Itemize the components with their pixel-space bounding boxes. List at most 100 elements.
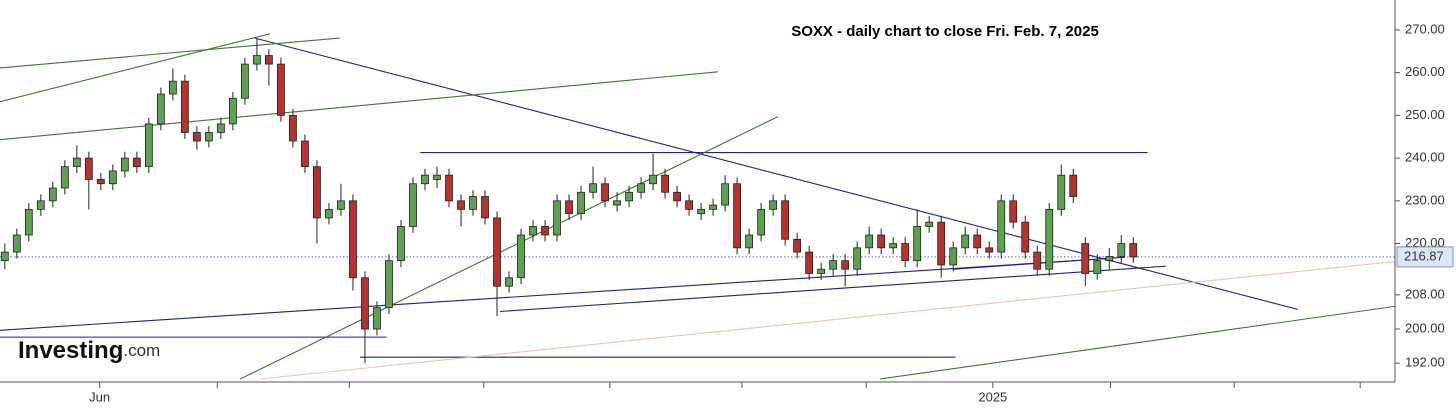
candle-body bbox=[1081, 243, 1090, 274]
trendline bbox=[254, 37, 1298, 310]
candle-body bbox=[96, 179, 105, 185]
candle-body bbox=[12, 234, 21, 253]
candle-body bbox=[961, 234, 970, 249]
trendline bbox=[259, 260, 1395, 380]
candle-body bbox=[1105, 255, 1114, 262]
trendline bbox=[0, 37, 340, 69]
candle-body bbox=[229, 97, 237, 125]
candle-body bbox=[156, 93, 165, 125]
candle-body bbox=[253, 55, 261, 65]
candle-body bbox=[637, 183, 645, 193]
candle-body bbox=[553, 200, 561, 236]
candle-body bbox=[108, 170, 117, 185]
logo-main: Investing bbox=[18, 337, 123, 364]
last-price-box bbox=[1396, 246, 1454, 268]
y-tick-label: 240.00 bbox=[1405, 150, 1445, 165]
candle-body bbox=[144, 123, 153, 168]
candle-body bbox=[721, 183, 730, 206]
candle-body bbox=[289, 114, 297, 142]
candle-body bbox=[685, 200, 693, 210]
trendline bbox=[499, 265, 1166, 313]
trendline bbox=[0, 71, 718, 141]
candle-body bbox=[733, 183, 742, 249]
candle-body bbox=[949, 247, 958, 266]
candle-body bbox=[180, 80, 189, 133]
candle-body bbox=[0, 251, 9, 262]
candle-body bbox=[216, 123, 225, 133]
candle-body bbox=[1093, 260, 1102, 274]
candle-body bbox=[397, 226, 405, 262]
candle-body bbox=[697, 208, 706, 215]
candle-body bbox=[301, 140, 309, 168]
candle-body bbox=[649, 174, 657, 185]
y-tick-label: 208.00 bbox=[1405, 286, 1445, 301]
last-price-label: 216.87 bbox=[1404, 248, 1444, 263]
candle-body bbox=[445, 174, 453, 202]
candle-body bbox=[817, 268, 826, 274]
candle-body bbox=[481, 196, 489, 219]
candle-body bbox=[48, 187, 57, 202]
candle-body bbox=[241, 63, 249, 99]
candle-body bbox=[361, 277, 369, 330]
chart-title: SOXX - daily chart to close Fri. Feb. 7,… bbox=[791, 23, 1099, 40]
candle-body bbox=[469, 196, 477, 210]
y-tick-label: 250.00 bbox=[1405, 107, 1445, 122]
y-tick-label: 260.00 bbox=[1405, 64, 1445, 79]
trendline bbox=[0, 258, 1095, 331]
x-tick-label: Jun bbox=[89, 389, 110, 404]
y-tick-label: 192.00 bbox=[1405, 355, 1445, 370]
candle-body bbox=[973, 234, 982, 249]
candle-body bbox=[661, 174, 669, 193]
candle-body bbox=[913, 226, 922, 262]
y-tick-label: 230.00 bbox=[1405, 192, 1445, 207]
candle-body bbox=[24, 208, 33, 236]
candle-body bbox=[72, 157, 81, 168]
candle-body bbox=[829, 260, 838, 270]
candle-body bbox=[1129, 243, 1138, 258]
candle-body bbox=[409, 183, 417, 227]
candle-body bbox=[313, 166, 321, 219]
candle-body bbox=[937, 221, 946, 266]
trendline bbox=[0, 33, 271, 103]
candle-body bbox=[517, 234, 525, 279]
candle-body bbox=[901, 243, 910, 262]
candle-body bbox=[337, 200, 345, 210]
candle-body bbox=[601, 183, 609, 202]
candle-body bbox=[589, 183, 597, 193]
candle-body bbox=[84, 157, 93, 180]
candle-body bbox=[745, 234, 754, 249]
logo: Investing.com bbox=[18, 337, 160, 364]
candle-body bbox=[265, 55, 273, 65]
candle-body bbox=[1057, 174, 1066, 210]
trendline bbox=[879, 305, 1395, 380]
candle-body bbox=[985, 247, 994, 253]
y-tick-label: 270.00 bbox=[1405, 21, 1445, 36]
y-tick-label: 200.00 bbox=[1405, 320, 1445, 335]
logo-sub: .com bbox=[123, 341, 160, 360]
candle-body bbox=[709, 204, 718, 210]
candle-body bbox=[625, 191, 633, 202]
candle-body bbox=[577, 191, 585, 215]
candle-body bbox=[204, 132, 213, 142]
candle-body bbox=[168, 80, 177, 95]
candle-body bbox=[349, 200, 357, 279]
candle-body bbox=[529, 226, 537, 236]
plot-area bbox=[0, 33, 1395, 380]
candle-body bbox=[36, 200, 45, 210]
candle-body bbox=[877, 234, 886, 249]
candle-body bbox=[132, 157, 141, 168]
candle-body bbox=[1021, 221, 1030, 253]
candle-body bbox=[421, 174, 429, 185]
candle-body bbox=[757, 208, 766, 236]
candle-body bbox=[769, 200, 778, 210]
candle-body bbox=[781, 200, 790, 240]
candle-body bbox=[565, 200, 573, 215]
candle-body bbox=[373, 307, 381, 330]
y-tick-label: 220.00 bbox=[1405, 235, 1445, 250]
trendline bbox=[239, 116, 779, 380]
candle-body bbox=[925, 221, 934, 227]
candle-body bbox=[793, 238, 802, 253]
candle-body bbox=[277, 63, 285, 116]
